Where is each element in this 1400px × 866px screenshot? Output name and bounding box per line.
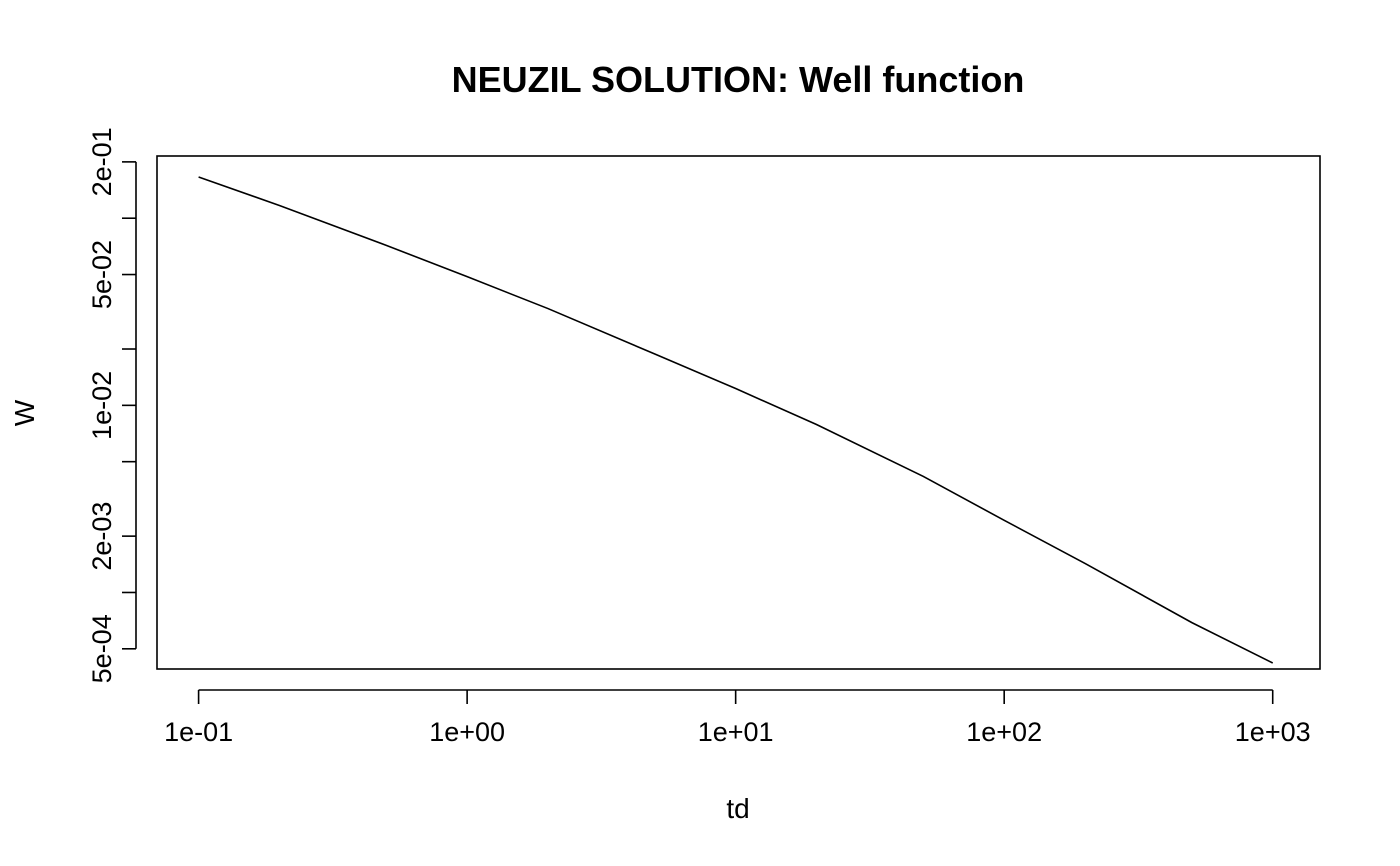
x-tick-label: 1e+00 — [429, 717, 505, 747]
series-layer — [198, 176, 1274, 664]
x-tick-label: 1e+03 — [1235, 717, 1311, 747]
chart-title: NEUZIL SOLUTION: Well function — [452, 59, 1025, 100]
x-tick-label: 1e-01 — [164, 717, 233, 747]
y-tick-label: 5e-04 — [87, 614, 117, 683]
y-tick-label: 2e-03 — [87, 502, 117, 571]
y-tick-label: 2e-01 — [87, 127, 117, 196]
y-tick-label: 1e-02 — [87, 371, 117, 440]
x-axis-label: td — [726, 793, 749, 824]
x-tick-label: 1e+02 — [966, 717, 1042, 747]
plot-frame — [156, 155, 1321, 670]
y-axis-label: W — [9, 399, 40, 426]
y-axis: 2e-01 5e-02 1e-02 2e-03 5e-04 — [87, 127, 137, 683]
y-tick-label: 5e-02 — [87, 240, 117, 309]
x-tick-label: 1e+01 — [698, 717, 774, 747]
x-axis: 1e-01 1e+00 1e+01 1e+02 1e+03 — [164, 689, 1311, 747]
series-line — [198, 176, 1274, 664]
